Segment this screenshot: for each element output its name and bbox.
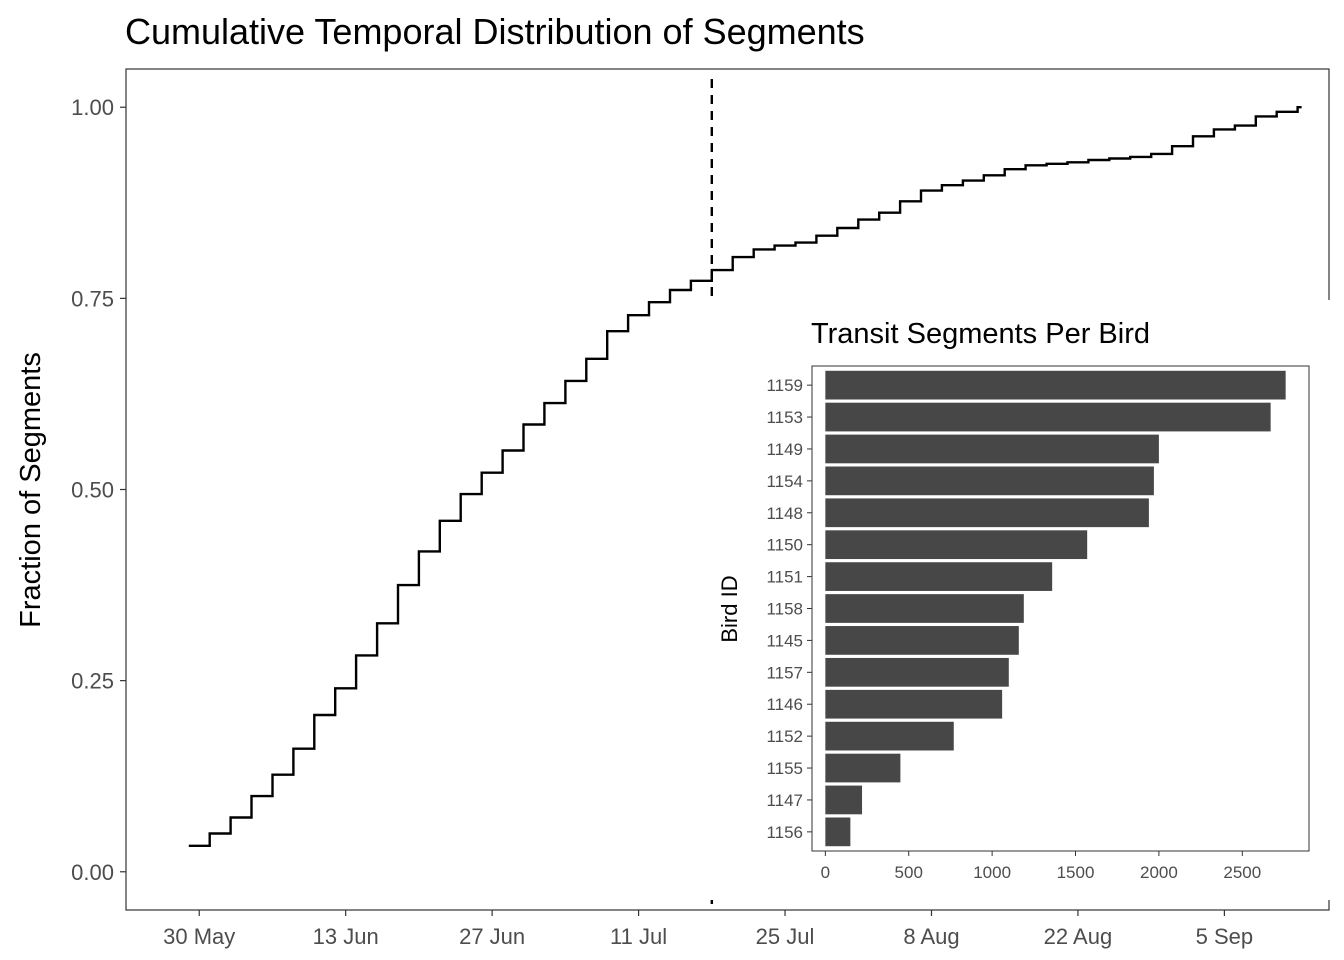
x-tick-label: 8 Aug bbox=[903, 924, 959, 949]
y-axis-label: Fraction of Segments bbox=[15, 352, 47, 628]
inset-y-tick-label: 1150 bbox=[766, 536, 803, 555]
inset-y-tick-label: 1149 bbox=[766, 440, 803, 459]
bar-1154 bbox=[825, 466, 1154, 496]
bar-1155 bbox=[825, 753, 901, 783]
x-tick-label: 5 Sep bbox=[1196, 924, 1254, 949]
bar-1150 bbox=[825, 530, 1088, 560]
x-tick-label: 13 Jun bbox=[313, 924, 379, 949]
inset-y-axis-label: Bird ID bbox=[717, 575, 742, 642]
bar-1156 bbox=[825, 817, 851, 847]
y-tick-label: 0.25 bbox=[71, 669, 114, 694]
inset-plot-marks bbox=[825, 370, 1286, 847]
bar-1153 bbox=[825, 402, 1271, 432]
x-tick-label: 11 Jul bbox=[610, 924, 667, 949]
inset-x-tick-label: 2500 bbox=[1223, 863, 1261, 882]
y-tick-label: 0.50 bbox=[71, 478, 114, 503]
x-tick-label: 22 Aug bbox=[1044, 924, 1113, 949]
inset-x-tick-label: 1500 bbox=[1057, 863, 1095, 882]
inset-y-tick-label: 1147 bbox=[766, 791, 803, 810]
inset-y-tick-label: 1158 bbox=[766, 600, 803, 619]
inset-y-tick-label: 1157 bbox=[766, 663, 803, 682]
chart-title: Cumulative Temporal Distribution of Segm… bbox=[125, 11, 865, 52]
main-x-axis: 30 May 13 Jun 27 Jun 11 Jul 25 Jul 8 Aug 22 Au… bbox=[163, 910, 1253, 949]
inset-y-tick-label: 1154 bbox=[766, 472, 803, 491]
inset-y-tick-label: 1153 bbox=[766, 408, 803, 427]
main-y-axis: 0.00 0.25 0.50 0.75 1.00 bbox=[71, 95, 126, 885]
inset-y-tick-label: 1146 bbox=[766, 695, 803, 714]
bar-1145 bbox=[825, 626, 1019, 655]
x-tick-label: 30 May bbox=[163, 924, 235, 949]
y-tick-label: 0.00 bbox=[71, 860, 114, 885]
bar-1148 bbox=[825, 498, 1149, 528]
x-tick-label: 27 Jun bbox=[459, 924, 525, 949]
inset-y-tick-label: 1155 bbox=[766, 759, 803, 778]
x-tick-label: 25 Jul bbox=[756, 924, 815, 949]
inset-x-tick-label: 0 bbox=[821, 863, 830, 882]
inset-y-tick-label: 1159 bbox=[766, 376, 803, 395]
y-tick-label: 0.75 bbox=[71, 286, 114, 311]
y-tick-label: 1.00 bbox=[71, 95, 114, 120]
inset-y-tick-label: 1152 bbox=[766, 727, 803, 746]
inset-x-tick-label: 1000 bbox=[973, 863, 1011, 882]
inset-y-axis: 1159 1153 1149 1154 1148 1150 1151 1158 1145 1157… bbox=[766, 376, 812, 842]
bar-1158 bbox=[825, 594, 1024, 623]
inset-title: Transit Segments Per Bird bbox=[811, 318, 1150, 350]
bar-1152 bbox=[825, 721, 954, 751]
bar-1157 bbox=[825, 657, 1009, 687]
inset-x-tick-label: 2000 bbox=[1140, 863, 1178, 882]
inset-y-tick-label: 1156 bbox=[766, 823, 803, 842]
inset-x-tick-label: 500 bbox=[895, 863, 923, 882]
bar-1159 bbox=[825, 370, 1286, 400]
cumulative-step-line bbox=[188, 106, 1302, 847]
inset-y-tick-label: 1151 bbox=[766, 568, 803, 587]
bar-1149 bbox=[825, 434, 1159, 464]
inset-y-tick-label: 1148 bbox=[766, 504, 803, 523]
bar-1146 bbox=[825, 689, 1003, 719]
inset-y-tick-label: 1145 bbox=[766, 631, 803, 650]
bar-1151 bbox=[825, 562, 1053, 591]
bar-1147 bbox=[825, 785, 863, 815]
inset-x-axis: 0 500 1000 1500 2000 2500 bbox=[821, 851, 1261, 882]
